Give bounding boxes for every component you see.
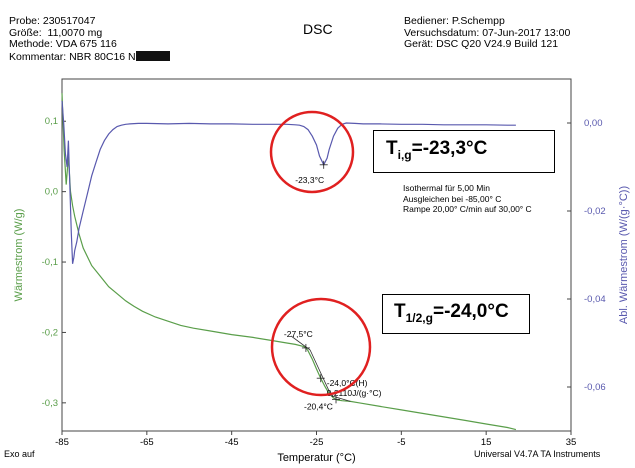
x-tick-label: -5 [397, 437, 405, 448]
note-line: Ausgleichen bei -85,00° C [403, 193, 502, 204]
instrument-line: Gerät: DSC Q20 V24.9 Build 121 [404, 38, 559, 50]
y-axis-title: Wärmestrom (W/g) [13, 209, 25, 302]
size-line: Größe: 11,0070 mg [9, 26, 103, 39]
x-tick-label: -25 [310, 437, 324, 448]
y-tick-label: 0,1 [45, 116, 58, 127]
x-tick-label: -85 [55, 437, 69, 448]
box-subscript: i,g [397, 148, 412, 162]
box-value: =-24,0°C [432, 301, 509, 322]
x-tick-label: 35 [566, 437, 577, 448]
y-tick-label: -0,3 [42, 398, 58, 409]
x-tick-label: 15 [481, 437, 492, 448]
box-value: =-23,3°C [411, 138, 488, 159]
heat-flow-curve [61, 93, 517, 431]
y-tick-label: -0,2 [42, 327, 58, 338]
onset-temperature-box: Ti,g=-23,3°C [373, 130, 555, 173]
comment-line: Kommentar: NBR 80C16 N [9, 50, 170, 64]
y2-tick-label: -0,06 [584, 382, 606, 393]
y2-tick-label: 0,00 [584, 118, 603, 129]
annotation-label: -23,3°C [295, 175, 324, 185]
chart-title: DSC [303, 21, 333, 37]
annotation-label: -20,4°C [304, 401, 333, 411]
method-note: Isothermal für 5,00 Min Ausgleichen bei -… [403, 183, 532, 215]
redaction-bar [135, 50, 170, 61]
method-line: Methode: VDA 675 116 [9, 38, 117, 50]
annotation-label: 0,2110J/(g·°C) [327, 388, 382, 398]
x-axis-title: Temperatur (°C) [277, 452, 355, 464]
midpoint-highlight-circle [270, 297, 372, 397]
software-credit: Universal V4.7A TA Instruments [474, 449, 601, 459]
box-prefix: T [386, 138, 398, 159]
y2-tick-label: -0,02 [584, 206, 606, 217]
derivative-curve [61, 100, 516, 264]
y2-tick-label: -0,04 [584, 294, 606, 305]
exo-direction-note: Exo auf [4, 449, 35, 459]
y-tick-label: 0,0 [45, 187, 58, 198]
operator-info: Bediener: P.Schempp Versuchsdatum: 07-Jun… [404, 15, 571, 51]
box-subscript: 1/2,g [405, 311, 433, 325]
box-prefix: T [394, 301, 406, 322]
y-tick-label: -0,1 [42, 257, 58, 268]
note-line: Rampe 20,00° C/min auf 30,00° C [403, 204, 532, 214]
x-tick-label: -65 [140, 437, 154, 448]
tangent-line [290, 335, 351, 402]
annotation-label: -24,0°C(H) [327, 378, 368, 388]
x-tick-label: -45 [225, 437, 239, 448]
sample-line: Probe: 230517047 [9, 15, 96, 27]
note-line: Isothermal für 5,00 Min [403, 183, 490, 193]
midpoint-temperature-box: T1/2,g=-24,0°C [382, 294, 530, 334]
date-line: Versuchsdatum: 07-Jun-2017 13:00 [404, 26, 571, 39]
comment-text: Kommentar: NBR 80C16 N [9, 50, 136, 63]
sample-info: Probe: 230517047 Größe: 11,0070 mg Methode… [9, 15, 170, 64]
annotation-label: -27,5°C [284, 329, 313, 339]
operator-line: Bediener: P.Schempp [404, 15, 505, 27]
onset-highlight-circle [269, 110, 355, 194]
y2-axis-title: Abl. Wärmestrom (W/(g·°C)) [618, 186, 630, 324]
